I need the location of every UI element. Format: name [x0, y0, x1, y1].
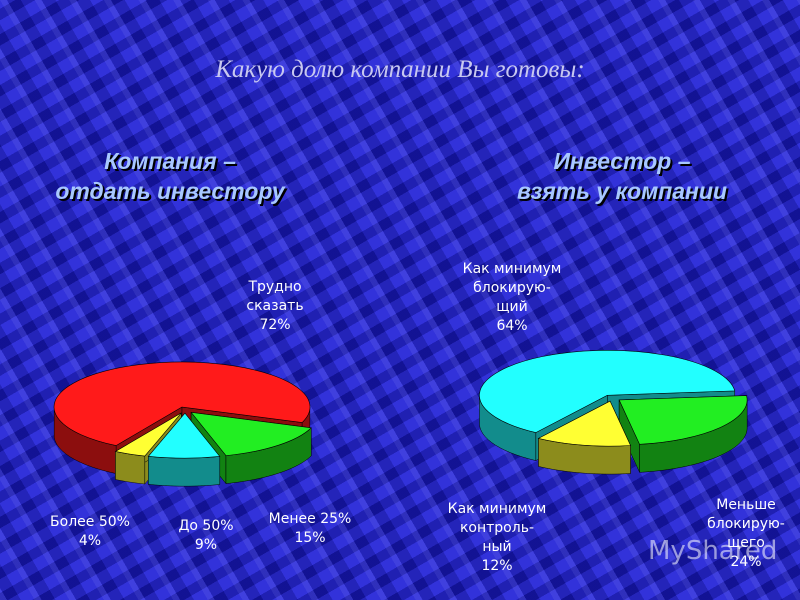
slice-value-label: 4%: [78, 533, 102, 549]
slice-value-label: 12%: [481, 558, 513, 574]
slice-value-label: 15%: [294, 530, 326, 546]
slice: [190, 411, 312, 456]
slice-side: [115, 451, 146, 485]
slide-title: Какую долю компании Вы готовы:: [215, 56, 585, 83]
slice-label: Как минимум контроль- ный: [447, 501, 547, 555]
slice-label: Как минимум блокирую- щий: [462, 261, 562, 315]
slice: [53, 361, 311, 446]
chart-title: Компания – отдать инвестору: [55, 148, 285, 204]
watermark: MyShared: [648, 536, 778, 566]
slice-label: До 50%: [178, 518, 234, 534]
slice: [618, 395, 748, 445]
slice-value-label: 9%: [194, 537, 218, 553]
slice-value-label: 24%: [730, 554, 762, 570]
slice: [537, 400, 631, 447]
slice: [147, 412, 221, 459]
slice-label: Более 50%: [50, 514, 130, 530]
slice-value-label: 72%: [259, 317, 291, 333]
slice-label: Меньше блокирую- щего: [707, 497, 785, 551]
slice-label: Трудно сказать: [246, 279, 304, 314]
slice-value-label: 64%: [496, 318, 528, 334]
slice: [479, 349, 736, 433]
slice-label: Менее 25%: [268, 511, 352, 527]
slice: [114, 412, 182, 457]
chart-title: Инвестор – взять у компании: [516, 148, 728, 204]
slice-side: [148, 456, 221, 487]
